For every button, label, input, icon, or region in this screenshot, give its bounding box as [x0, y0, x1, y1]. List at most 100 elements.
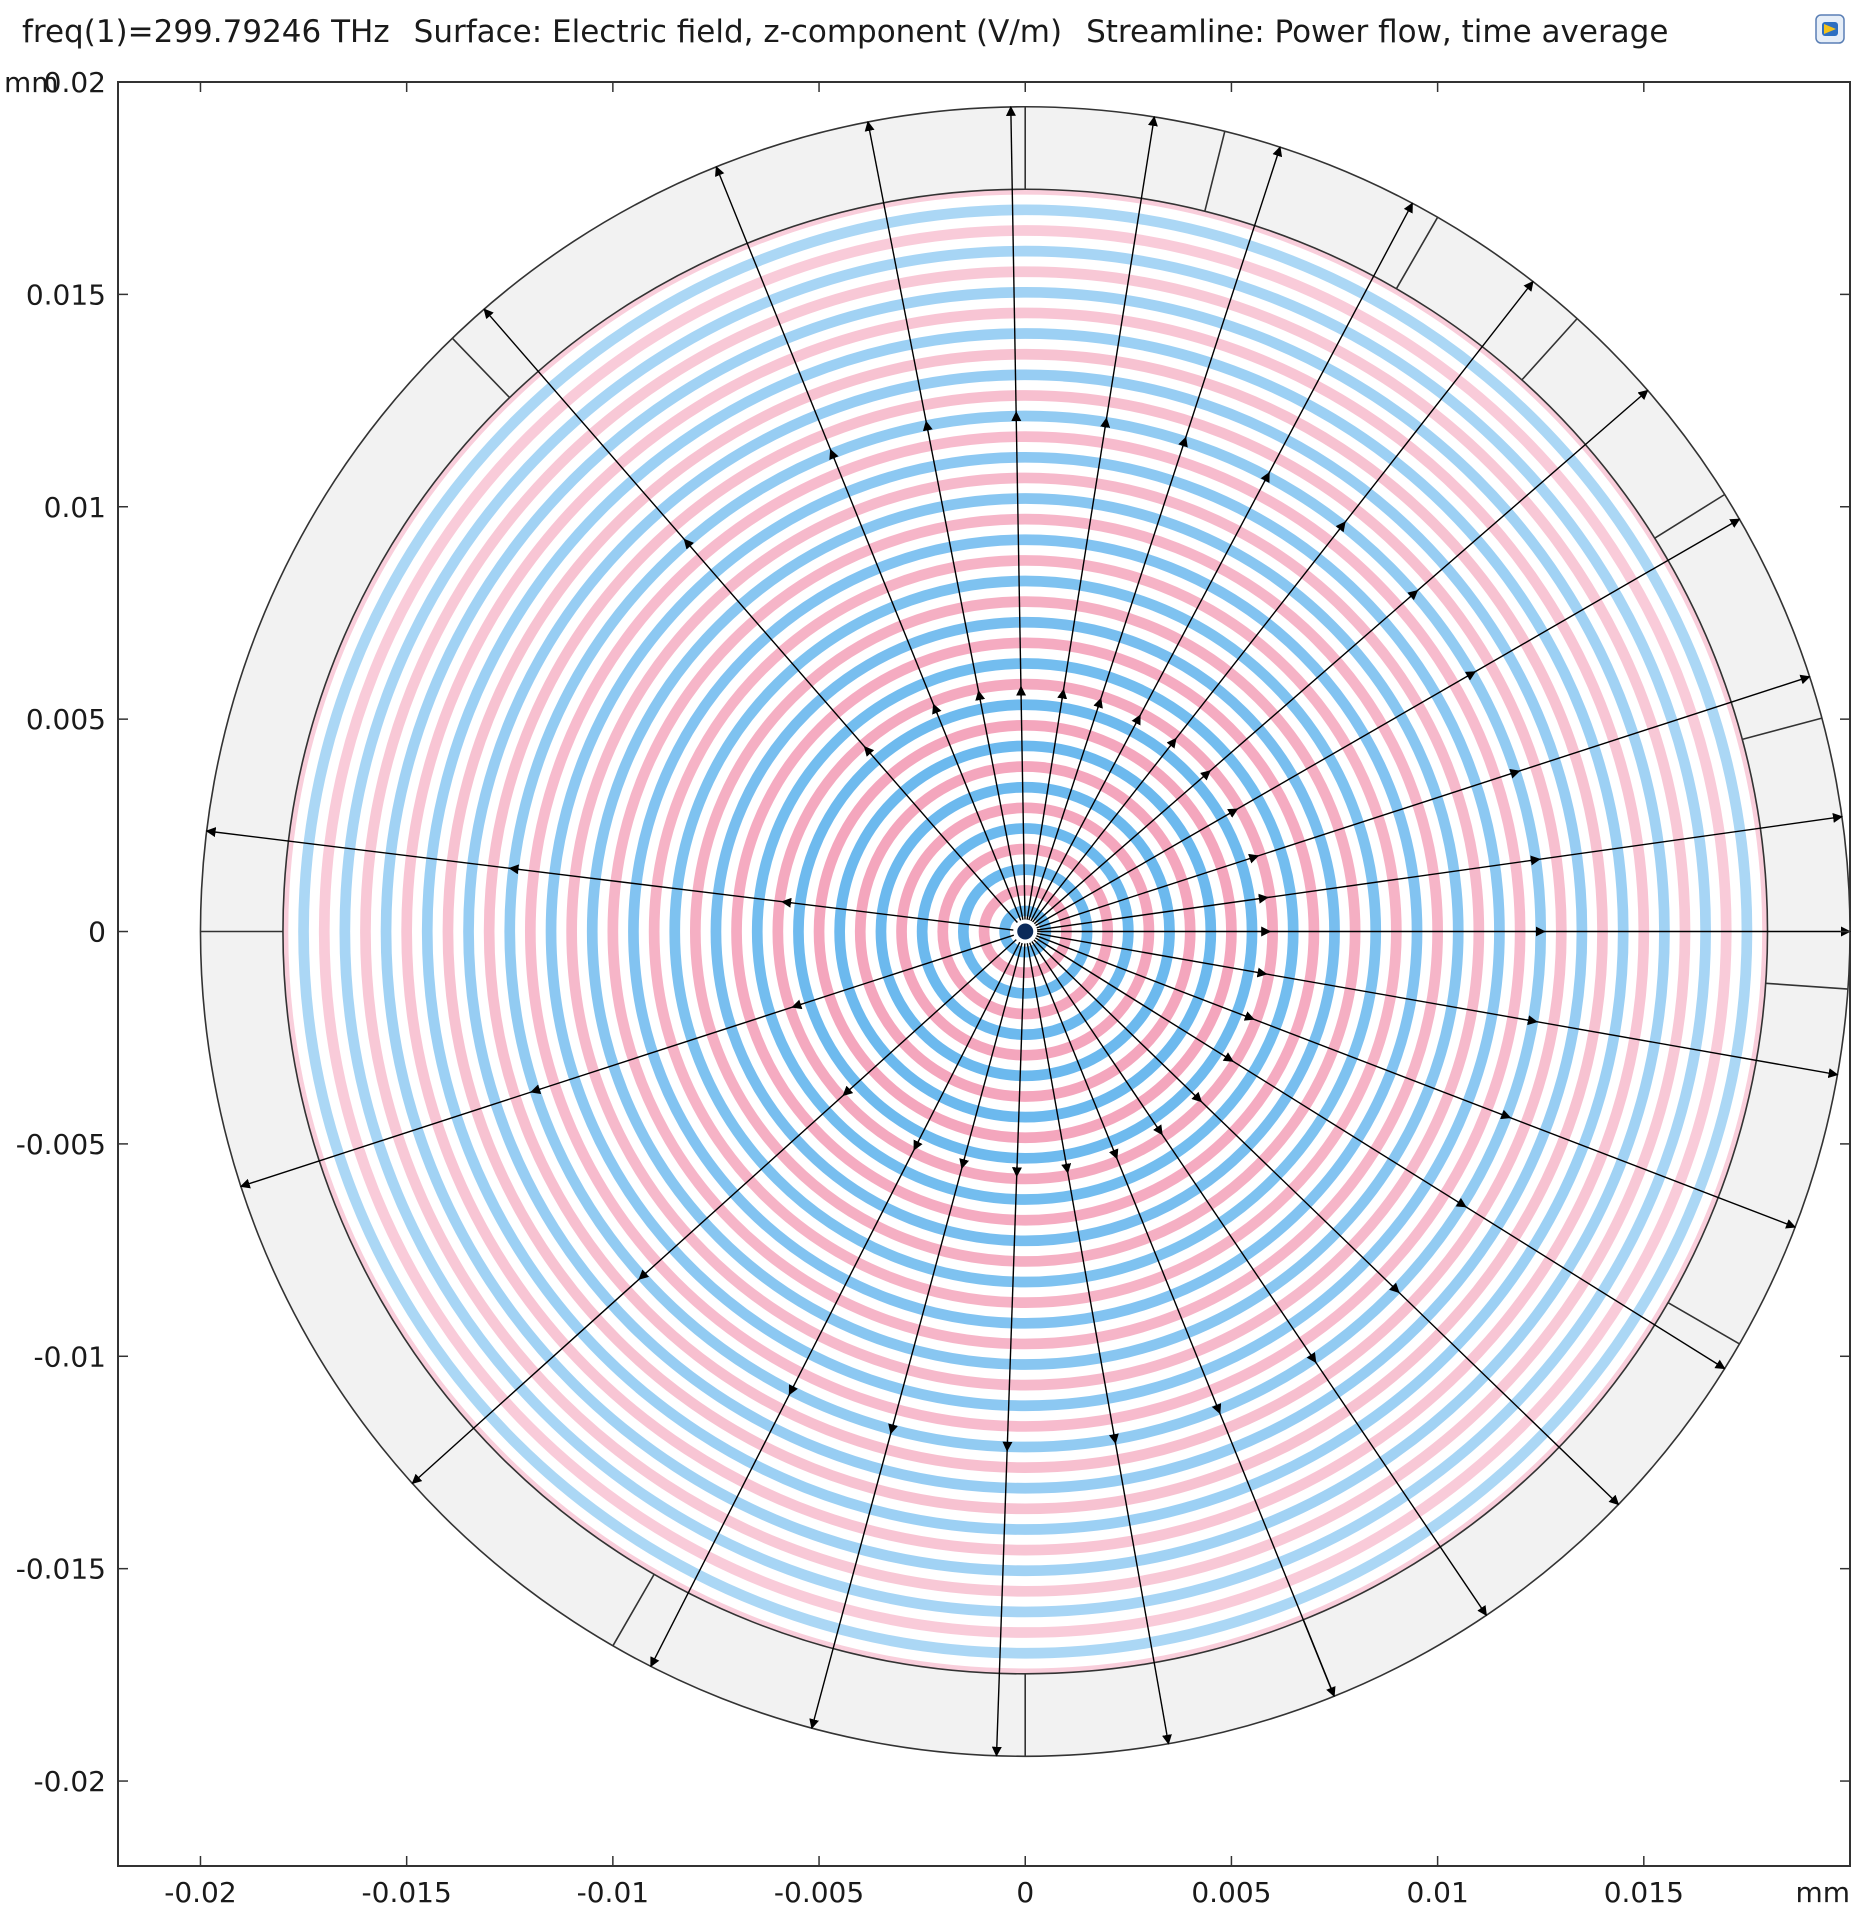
- x-tick-label: 0.015: [1604, 1876, 1684, 1909]
- x-tick-label: 0.005: [1191, 1876, 1271, 1909]
- streamline-arrow: [1061, 1162, 1072, 1174]
- y-tick-label: -0.015: [16, 1553, 106, 1586]
- streamline-arrow: [1057, 688, 1068, 700]
- streamline: [1031, 941, 1487, 1617]
- streamline: [205, 827, 1014, 931]
- streamline: [1036, 935, 1797, 1229]
- streamline: [1037, 813, 1843, 931]
- y-tick-label: -0.02: [34, 1765, 106, 1798]
- streamline-arrow: [683, 538, 694, 550]
- streamline: [1026, 943, 1172, 1745]
- x-tick-label: -0.02: [164, 1876, 236, 1909]
- streamline-arrow: [1191, 1091, 1203, 1103]
- streamline: [1032, 280, 1534, 923]
- streamline: [1026, 115, 1158, 920]
- x-tick-label: -0.01: [577, 1876, 649, 1909]
- y-tick-label: 0.005: [26, 703, 106, 736]
- streamline-arrow: [932, 703, 942, 715]
- streamline-arrow: [913, 1139, 923, 1151]
- streamline: [650, 941, 1021, 1668]
- streamline: [483, 308, 1018, 923]
- y-tick-label: -0.005: [16, 1128, 106, 1161]
- x-tick-label: -0.015: [362, 1876, 452, 1909]
- surface-label: Surface: Electric field, z-component (V/…: [413, 14, 1063, 50]
- streamline-arrow: [1248, 853, 1260, 864]
- streamline-arrow: [1526, 1015, 1538, 1026]
- streamline-arrow: [791, 999, 803, 1010]
- y-tick-label: 0.01: [44, 491, 106, 524]
- streamline-arrow: [888, 1423, 898, 1435]
- y-tick-label: 0.015: [26, 278, 106, 311]
- streamline-arrow: [788, 1384, 798, 1396]
- streamline-arrow: [1256, 967, 1268, 978]
- plot-title: freq(1)=299.79246 THz Surface: Electric f…: [22, 14, 1692, 66]
- axis-ticks: -0.02 -0.015 -0.01 -0.005 0 0.005 0.01 0.015 0.0…: [4, 66, 1850, 1909]
- y-tick-label: -0.01: [34, 1340, 106, 1373]
- streamline: [1005, 105, 1026, 920]
- streamline-arrow: [842, 1085, 854, 1097]
- y-tick-label: 0: [88, 916, 106, 949]
- streamline: [411, 939, 1017, 1485]
- streamline-arrow: [1108, 1433, 1119, 1445]
- pml-sector-divider: [1654, 493, 1726, 539]
- streamline-arrow: [1306, 1352, 1317, 1364]
- pml-sector-divider: [612, 1574, 655, 1647]
- pml-sector-divider: [1521, 318, 1578, 381]
- x-tick-label: 0: [1016, 1876, 1034, 1909]
- streamline: [1033, 389, 1649, 925]
- streamline-arrow: [959, 1158, 969, 1170]
- streamline: [239, 934, 1015, 1189]
- streamline: [864, 120, 1024, 920]
- streamline-arrow: [1260, 471, 1270, 483]
- streamline: [991, 943, 1026, 1757]
- streamline-arrow: [1509, 768, 1521, 779]
- streamline-label: Streamline: Power flow, time average: [1086, 14, 1669, 50]
- streamline-arrow: [1389, 1282, 1400, 1294]
- source-point: [1017, 923, 1034, 940]
- streamline-arrow: [1166, 737, 1177, 749]
- pml-sector-divider: [1395, 216, 1439, 290]
- streamline-arrow: [1200, 770, 1211, 781]
- streamline-arrow: [1407, 589, 1419, 601]
- streamline-arrow: [530, 1084, 542, 1095]
- axes-box: [117, 81, 1851, 1867]
- comsol-plot-icon[interactable]: [1815, 14, 1845, 44]
- streamline: [1033, 939, 1620, 1506]
- streamline-arrow: [1222, 1052, 1234, 1062]
- pml-sector-divider: [1741, 717, 1823, 741]
- pml-sector-divider: [1765, 982, 1849, 990]
- streamline: [1030, 202, 1414, 922]
- streamline-arrow: [1335, 521, 1346, 533]
- streamline-arrow: [922, 420, 933, 432]
- streamline-arrow: [1178, 436, 1188, 448]
- y-unit-label: mm: [4, 66, 59, 99]
- frequency-label: freq(1)=299.79246 THz: [22, 14, 390, 50]
- streamline-arrow: [1227, 808, 1239, 818]
- streamline-arrow: [638, 1269, 650, 1280]
- streamline: [715, 165, 1022, 921]
- streamline: [1036, 674, 1811, 929]
- streamline-arrow: [829, 448, 839, 461]
- x-unit-label: mm: [1795, 1876, 1850, 1909]
- streamline: [1036, 932, 1839, 1079]
- power-flow-streamlines: [205, 105, 1851, 1757]
- pml-sector-divider: [1667, 1302, 1740, 1345]
- x-tick-label: 0.01: [1406, 1876, 1468, 1909]
- streamline-arrow: [1257, 893, 1269, 904]
- streamline-arrow: [1131, 714, 1141, 726]
- streamline-arrow: [508, 864, 520, 875]
- streamline-arrow: [781, 897, 793, 908]
- streamline-arrow: [1500, 1109, 1512, 1120]
- streamline-arrow: [1243, 1011, 1255, 1021]
- streamline: [809, 942, 1023, 1730]
- streamline-arrow: [1100, 417, 1111, 429]
- streamline-arrow: [1455, 1197, 1467, 1208]
- streamline-arrow: [975, 690, 986, 702]
- streamline-arrow: [1211, 1403, 1222, 1415]
- pml-sector-divider: [451, 337, 511, 399]
- streamline: [1035, 937, 1726, 1370]
- streamline-arrow: [863, 745, 875, 757]
- streamline: [1035, 518, 1741, 927]
- streamline-arrow: [1464, 671, 1477, 681]
